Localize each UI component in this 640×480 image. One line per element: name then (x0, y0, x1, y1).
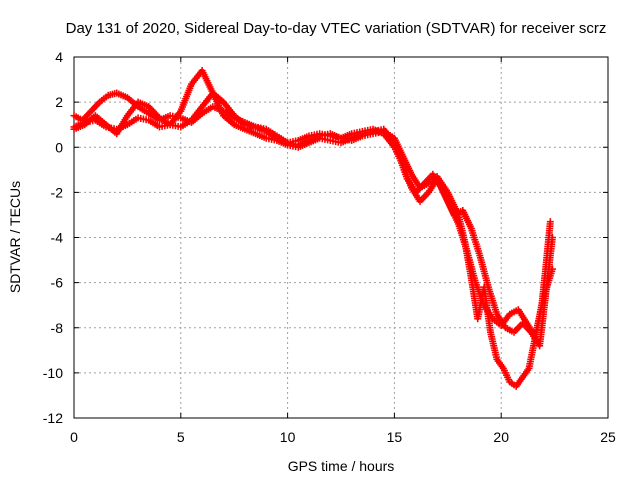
interp-point (546, 220, 554, 228)
interp-point (249, 129, 257, 137)
interp-point (122, 114, 130, 122)
x-tick-label: 0 (70, 429, 78, 445)
interp-point (100, 119, 108, 127)
interp-point (314, 133, 322, 141)
y-tick-label: -8 (51, 320, 64, 336)
interp-point (229, 110, 237, 118)
interp-point (524, 366, 532, 374)
interp-point (548, 267, 556, 275)
grid (74, 57, 608, 418)
x-tick-label: 15 (387, 429, 403, 445)
chart-title: Day 131 of 2020, Sidereal Day-to-day VTE… (66, 20, 607, 37)
y-tick-label: -10 (43, 365, 63, 381)
interp-point (185, 118, 193, 126)
interp-point (154, 112, 162, 120)
interp-point (249, 122, 257, 130)
interp-point (260, 133, 268, 141)
interp-point (423, 190, 431, 198)
interp-point (164, 119, 172, 127)
interp-point (466, 222, 474, 230)
y-tick-label: -6 (51, 275, 64, 291)
x-axis-label: GPS time / hours (288, 458, 395, 474)
interp-point (525, 326, 533, 334)
interp-point (219, 110, 227, 118)
interp-point (548, 236, 556, 244)
interp-point (187, 82, 195, 90)
interp-point (422, 180, 430, 188)
interp-point (260, 125, 268, 133)
interp-point (398, 150, 406, 158)
y-axis-label: SDTVAR / TECUs (7, 181, 23, 293)
interp-point (239, 119, 247, 127)
y-tick-label: 2 (55, 94, 63, 110)
interp-point (303, 137, 311, 145)
data-points (70, 67, 556, 390)
series-trace-c (70, 89, 556, 390)
interp-point (492, 353, 500, 361)
interp-point (498, 363, 506, 371)
interp-point (475, 249, 483, 257)
interp-point (79, 122, 87, 130)
interp-point (407, 168, 415, 176)
interp-point (175, 109, 183, 117)
interp-point (454, 209, 462, 217)
interp-point (94, 100, 102, 108)
y-tick-label: 0 (55, 139, 63, 155)
x-tick-label: 5 (177, 429, 185, 445)
interp-point (517, 375, 525, 383)
interp-point (460, 236, 468, 244)
x-tick-label: 20 (493, 429, 509, 445)
interp-point (504, 312, 512, 320)
interp-point (335, 133, 343, 141)
y-tick-label: 4 (55, 49, 63, 65)
y-tick-label: -4 (51, 230, 64, 246)
interp-point (512, 307, 520, 315)
interp-point (492, 308, 500, 316)
interp-point (281, 137, 289, 145)
interp-point (407, 182, 415, 190)
interp-point (442, 186, 450, 194)
x-tick-label: 25 (600, 429, 616, 445)
interp-point (121, 93, 129, 101)
interp-point (486, 326, 494, 334)
interp-point (531, 335, 539, 343)
interp-point (356, 133, 364, 141)
y-tick-label: -12 (43, 410, 63, 426)
interp-point (271, 131, 279, 139)
y-tick-label: -2 (51, 184, 64, 200)
interp-point (143, 108, 151, 116)
interp-point (228, 119, 236, 127)
interp-point (484, 281, 492, 289)
interp-point (85, 109, 93, 117)
x-tick-label: 10 (280, 429, 296, 445)
interp-point (142, 116, 150, 124)
interp-point (544, 281, 552, 289)
interp-point (102, 93, 110, 101)
interp-point (537, 303, 545, 311)
interp-point (218, 97, 226, 105)
interp-point (366, 130, 374, 138)
interp-point (505, 376, 513, 384)
interp-point (143, 102, 151, 110)
interp-point (197, 105, 205, 113)
